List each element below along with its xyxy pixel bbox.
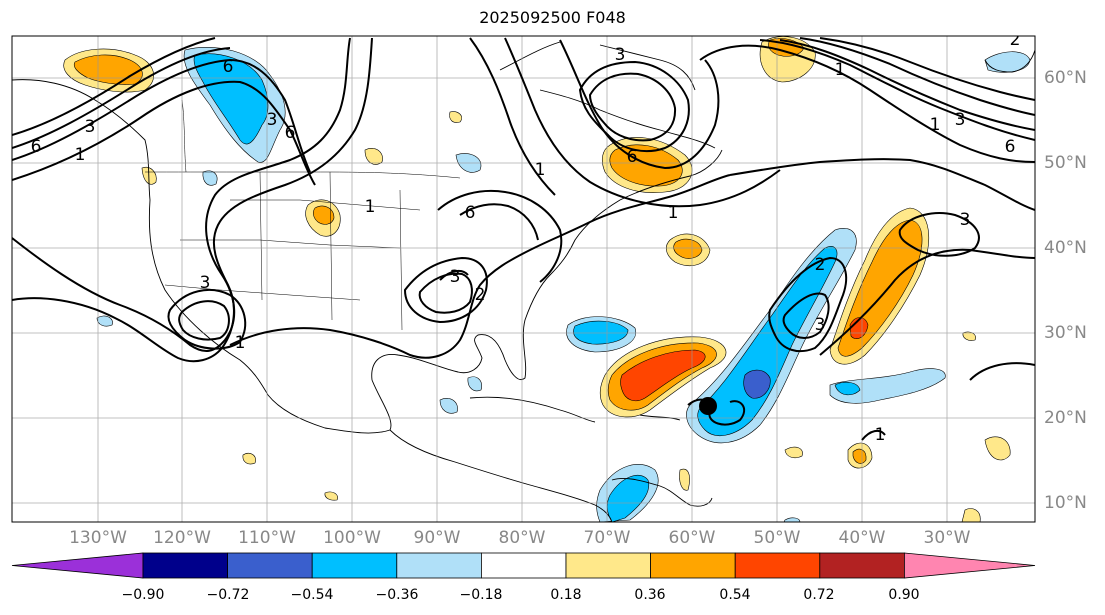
contour-label: 1 — [75, 145, 86, 165]
lon-label: 130°W — [69, 528, 127, 548]
colorbar-swatch — [311, 552, 398, 579]
lon-label: 100°W — [323, 528, 381, 548]
colorbar-tick-label: 0.36 — [634, 587, 666, 603]
contour-label: 6 — [285, 123, 296, 143]
lon-label: 80°W — [498, 528, 546, 548]
graticule — [12, 36, 1035, 522]
colorbar-swatch — [650, 552, 736, 579]
colorbar-tick-label: 0.90 — [888, 587, 920, 603]
lon-label: 30°W — [923, 528, 971, 548]
lon-label: 90°W — [413, 528, 461, 548]
contour-label: 3 — [815, 315, 826, 335]
colorbar-tick-label: −0.90 — [121, 587, 165, 603]
lat-label: 60°N — [1044, 68, 1087, 88]
colorbar — [11, 552, 1036, 579]
contour-label: 3 — [955, 110, 966, 130]
contour-label: 1 — [835, 60, 846, 80]
colorbar-extend-low — [11, 552, 144, 579]
lat-label: 40°N — [1044, 238, 1087, 258]
colorbar-swatch — [227, 552, 313, 579]
lon-label: 120°W — [153, 528, 211, 548]
lon-label: 40°W — [838, 528, 886, 548]
contour-lines — [12, 37, 1035, 441]
lat-label: 10°N — [1044, 493, 1087, 513]
contour-label: 2 — [815, 255, 826, 275]
lon-label: 50°W — [753, 528, 801, 548]
contour-label: 1 — [535, 160, 546, 180]
lat-label: 20°N — [1044, 408, 1087, 428]
political-borders — [144, 99, 461, 331]
colorbar-tick-label: −0.36 — [375, 587, 419, 603]
lon-label: 60°W — [668, 528, 716, 548]
coastlines — [12, 41, 1035, 522]
contour-label: 6 — [223, 57, 234, 77]
contour-label: 1 — [668, 203, 679, 223]
contour-label: 3 — [450, 267, 461, 287]
contour-label: 3 — [615, 45, 626, 65]
contour-label-group: 6 3 1 6 3 1 6 3 6 3 1 2 1 3 2 1 3 6 3 6 … — [31, 30, 1021, 445]
map-title: 2025092500 F048 — [479, 8, 626, 27]
colorbar-tick-label: −0.18 — [459, 587, 503, 603]
contour-label: 1 — [235, 333, 246, 353]
colorbar-swatch — [142, 552, 228, 579]
colorbar-tick-label: 0.18 — [550, 587, 582, 603]
colorbar-tick-label: 0.54 — [719, 587, 751, 603]
contour-label: 1 — [365, 197, 376, 217]
lon-label: 70°W — [583, 528, 631, 548]
storm-center-dot — [699, 397, 717, 415]
contour-label: 2 — [475, 285, 486, 305]
contour-label: 3 — [200, 273, 211, 293]
anomaly-shading — [63, 36, 1031, 522]
contour-label: 6 — [1005, 137, 1016, 157]
contour-label: 3 — [85, 117, 96, 137]
lon-label: 110°W — [238, 528, 296, 548]
contour-label: 1 — [930, 115, 941, 135]
contour-label: 3 — [960, 210, 971, 230]
contour-label: 1 — [875, 425, 886, 445]
contour-label: 2 — [1010, 30, 1021, 50]
colorbar-tick-label: −0.54 — [290, 587, 334, 603]
colorbar-swatch — [396, 552, 482, 579]
contour-label: 6 — [465, 203, 476, 223]
colorbar-tick-label: 0.72 — [803, 587, 835, 603]
colorbar-extend-high — [904, 552, 1036, 579]
colorbar-swatch — [565, 552, 651, 579]
lat-label: 50°N — [1044, 153, 1087, 173]
colorbar-tick-label: −0.72 — [206, 587, 250, 603]
contour-label: 6 — [627, 147, 638, 167]
lat-label: 30°N — [1044, 323, 1087, 343]
contour-label: 6 — [31, 137, 42, 157]
colorbar-swatch — [819, 552, 905, 579]
colorbar-swatch — [734, 552, 821, 579]
contour-label: 3 — [267, 110, 278, 130]
colorbar-swatch — [480, 552, 567, 579]
map-frame — [11, 35, 1036, 523]
